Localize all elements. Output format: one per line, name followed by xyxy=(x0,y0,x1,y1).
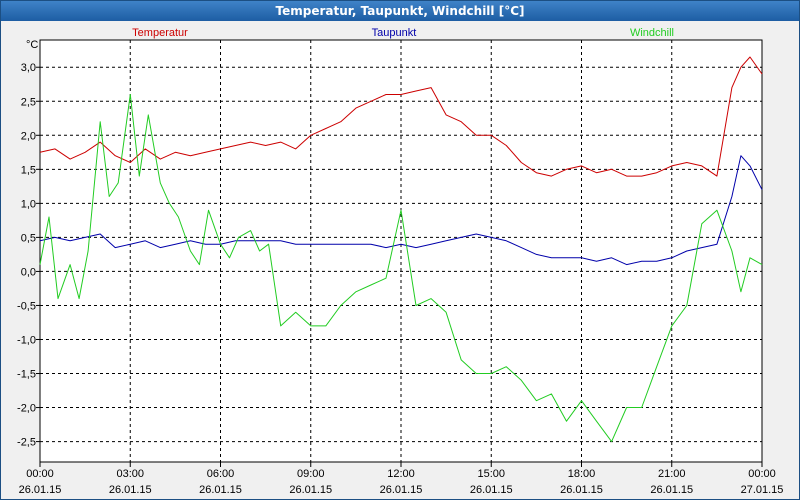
x-tick-time-label: 00:00 xyxy=(26,468,54,480)
y-axis-unit-label: °C xyxy=(26,39,38,51)
y-tick-label: -0,5 xyxy=(17,300,36,312)
x-tick-time-label: 12:00 xyxy=(387,468,415,480)
series-line-temperatur xyxy=(39,56,763,177)
x-tick-time-label: 09:00 xyxy=(297,468,325,480)
y-tick-label: -1,0 xyxy=(17,334,36,346)
x-tick-date-label: 26.01.15 xyxy=(560,484,603,496)
x-tick-date-label: 26.01.15 xyxy=(289,484,332,496)
x-tick-date-label: 26.01.15 xyxy=(650,484,693,496)
x-tick-date-label: 26.01.15 xyxy=(199,484,242,496)
x-tick-time-label: 03:00 xyxy=(116,468,144,480)
y-tick-label: 1,5 xyxy=(21,164,36,176)
x-tick-date-label: 26.01.15 xyxy=(109,484,152,496)
series-line-windchill xyxy=(39,94,763,443)
x-tick-date-label: 26.01.15 xyxy=(19,484,62,496)
x-tick-date-label: 26.01.15 xyxy=(470,484,513,496)
x-tick-time-label: 00:00 xyxy=(748,468,776,480)
x-tick-time-label: 18:00 xyxy=(568,468,596,480)
y-tick-label: 1,0 xyxy=(21,198,36,210)
y-tick-label: 3,0 xyxy=(21,62,36,74)
x-tick-time-label: 15:00 xyxy=(477,468,505,480)
y-tick-label: -1,5 xyxy=(17,369,36,381)
legend-temperatur: Temperatur xyxy=(132,27,188,39)
y-tick-label: -2,0 xyxy=(17,403,36,415)
y-tick-label: 0,0 xyxy=(21,266,36,278)
x-tick-time-label: 06:00 xyxy=(207,468,235,480)
y-tick-label: -2,5 xyxy=(17,437,36,449)
x-tick-date-label: 27.01.15 xyxy=(741,484,784,496)
window-title: Temperatur, Taupunkt, Windchill [°C] xyxy=(1,1,799,21)
y-tick-label: 2,5 xyxy=(21,96,36,108)
x-tick-time-label: 21:00 xyxy=(658,468,686,480)
series-line-taupunkt xyxy=(39,155,763,266)
y-tick-label: 0,5 xyxy=(21,232,36,244)
x-tick-date-label: 26.01.15 xyxy=(380,484,423,496)
y-tick-label: 2,0 xyxy=(21,130,36,142)
legend-taupunkt: Taupunkt xyxy=(372,27,417,39)
legend-windchill: Windchill xyxy=(630,27,674,39)
